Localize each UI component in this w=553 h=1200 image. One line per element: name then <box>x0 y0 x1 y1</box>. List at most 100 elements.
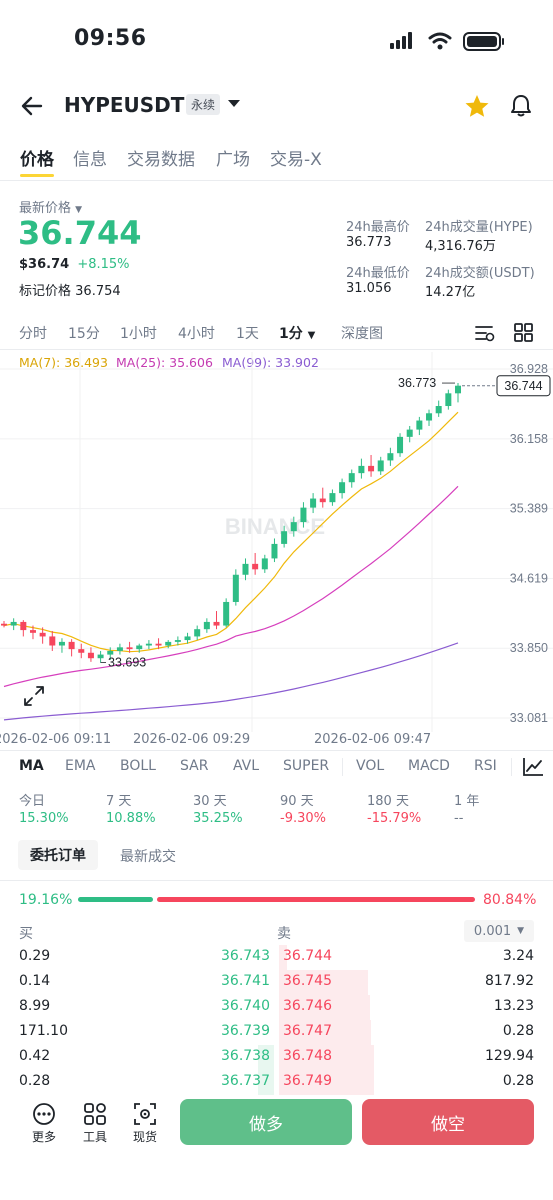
order-book-row[interactable]: 0.14 36.741 36.745 817.92 <box>0 970 553 995</box>
interval-depth[interactable]: 深度图 <box>341 326 383 342</box>
ask-depth-bar <box>279 995 370 1020</box>
indicator-sar[interactable]: SAR <box>180 758 209 774</box>
sell-column-label: 卖 <box>277 926 291 942</box>
bid-quantity: 0.28 <box>19 1073 51 1089</box>
interval-1m[interactable]: 1分 ▼ <box>279 326 316 342</box>
order-book-row[interactable]: 0.29 36.743 36.744 3.24 <box>0 945 553 970</box>
y-tick-label: 33.850 <box>510 641 548 655</box>
tab-trading-data[interactable]: 交易数据 <box>127 150 195 170</box>
y-tick-label: 33.081 <box>510 711 548 725</box>
indicator-boll[interactable]: BOLL <box>120 758 156 774</box>
interval-timeline[interactable]: 分时 <box>19 326 47 342</box>
order-book-row[interactable]: 0.42 36.738 36.748 129.94 <box>0 1045 553 1070</box>
more-label[interactable]: 更多 <box>31 1130 56 1144</box>
candle-body <box>194 629 201 637</box>
candle-body <box>300 507 307 523</box>
back-arrow-icon[interactable] <box>20 95 44 117</box>
ma-line <box>3 411 459 653</box>
candle-body <box>78 649 85 653</box>
buy-column-label: 买 <box>19 926 33 942</box>
chart-settings-icon[interactable] <box>474 323 496 343</box>
long-button[interactable]: 做多 <box>180 1099 352 1145</box>
battery-icon <box>463 32 504 51</box>
candle-body <box>271 543 278 559</box>
tab-info[interactable]: 信息 <box>73 150 107 170</box>
bid-price: 36.737 <box>221 1073 270 1089</box>
bid-price: 36.743 <box>221 948 270 964</box>
candle-body <box>10 621 17 626</box>
tools-label[interactable]: 工具 <box>82 1130 107 1144</box>
candle-body <box>445 393 452 407</box>
ask-price: 36.749 <box>283 1073 332 1089</box>
y-tick-label: 36.158 <box>510 432 548 446</box>
tab-underline <box>20 174 54 177</box>
vol-usdt-label: 24h成交额(USDT) <box>425 266 535 281</box>
spot-label[interactable]: 现货 <box>132 1130 157 1144</box>
candle-body <box>397 436 404 454</box>
order-book-row[interactable]: 8.99 36.740 36.746 13.23 <box>0 995 553 1020</box>
chevron-down-icon[interactable] <box>228 100 240 108</box>
candle-body <box>116 647 123 651</box>
star-icon[interactable] <box>464 94 490 118</box>
indicator-ema[interactable]: EMA <box>65 758 96 774</box>
ma7-legend: MA(7): 36.493 <box>19 355 108 370</box>
more-icon[interactable] <box>32 1102 56 1126</box>
indicator-chart-icon[interactable] <box>522 757 544 777</box>
ask-price: 36.745 <box>283 973 332 989</box>
divider <box>511 758 512 776</box>
candle-body <box>58 641 65 646</box>
wifi-icon <box>428 32 452 50</box>
candle-body <box>387 453 394 461</box>
interval-1d[interactable]: 1天 <box>236 326 259 342</box>
interval-4h[interactable]: 4小时 <box>178 326 215 342</box>
ask-quantity: 3.24 <box>502 948 534 964</box>
tools-icon[interactable] <box>83 1102 107 1126</box>
candlestick-chart[interactable]: BINANCE 36.928 36.158 35.389 34.619 33.850 33… <box>0 352 553 752</box>
candle-body <box>126 647 133 650</box>
candle-body <box>184 636 191 641</box>
ask-quantity: 0.28 <box>502 1073 534 1089</box>
expand-icon[interactable] <box>22 684 46 708</box>
indicator-ma[interactable]: MA <box>19 758 44 774</box>
indicator-avl[interactable]: AVL <box>233 758 260 774</box>
high-label: 24h最高价 <box>346 220 410 235</box>
precision-select[interactable]: 0.001 ▼ <box>464 920 534 942</box>
low-marker-label: 33.693 <box>108 655 146 669</box>
candle-body <box>358 465 365 474</box>
tab-trade-x[interactable]: 交易-X <box>270 150 322 170</box>
status-icons <box>390 32 504 51</box>
indicator-rsi[interactable]: RSI <box>474 758 497 774</box>
indicator-super[interactable]: SUPER <box>283 758 330 774</box>
tab-recent-trades[interactable]: 最新成交 <box>120 849 176 865</box>
spot-icon[interactable] <box>133 1102 157 1126</box>
bid-price: 36.739 <box>221 1023 270 1039</box>
bid-depth-bar <box>258 1070 274 1095</box>
indicator-macd[interactable]: MACD <box>408 758 450 774</box>
candle-body <box>261 558 268 570</box>
last-price-label[interactable]: 最新价格 ▼ <box>19 201 83 216</box>
interval-1h[interactable]: 1小时 <box>120 326 157 342</box>
bell-icon[interactable] <box>509 93 533 119</box>
grid-layout-icon[interactable] <box>514 323 534 343</box>
candle-body <box>49 636 56 646</box>
perf-label-180d: 180 天 <box>367 794 409 809</box>
candle-body <box>339 482 346 494</box>
short-button[interactable]: 做空 <box>362 1099 534 1145</box>
tab-price[interactable]: 价格 <box>20 150 54 170</box>
tab-square[interactable]: 广场 <box>216 150 250 170</box>
ma25-legend: MA(25): 35.606 <box>116 355 213 370</box>
last-price: 36.744 <box>18 214 142 252</box>
candle-body <box>242 563 249 575</box>
high-marker-label: 36.773 <box>398 376 436 390</box>
pair-title[interactable]: HYPEUSDT <box>64 93 185 117</box>
low-value: 31.056 <box>346 281 392 296</box>
candle-body <box>416 420 423 430</box>
indicator-vol[interactable]: VOL <box>356 758 385 774</box>
order-book-row[interactable]: 171.10 36.739 36.747 0.28 <box>0 1020 553 1045</box>
tab-order-book[interactable]: 委托订单 <box>18 840 98 870</box>
price-change: +8.15% <box>77 257 130 272</box>
ask-depth-bar <box>279 970 368 995</box>
interval-15m[interactable]: 15分 <box>68 326 100 342</box>
order-book-row[interactable]: 0.28 36.737 36.749 0.28 <box>0 1070 553 1095</box>
cellular-signal-icon <box>390 32 412 49</box>
